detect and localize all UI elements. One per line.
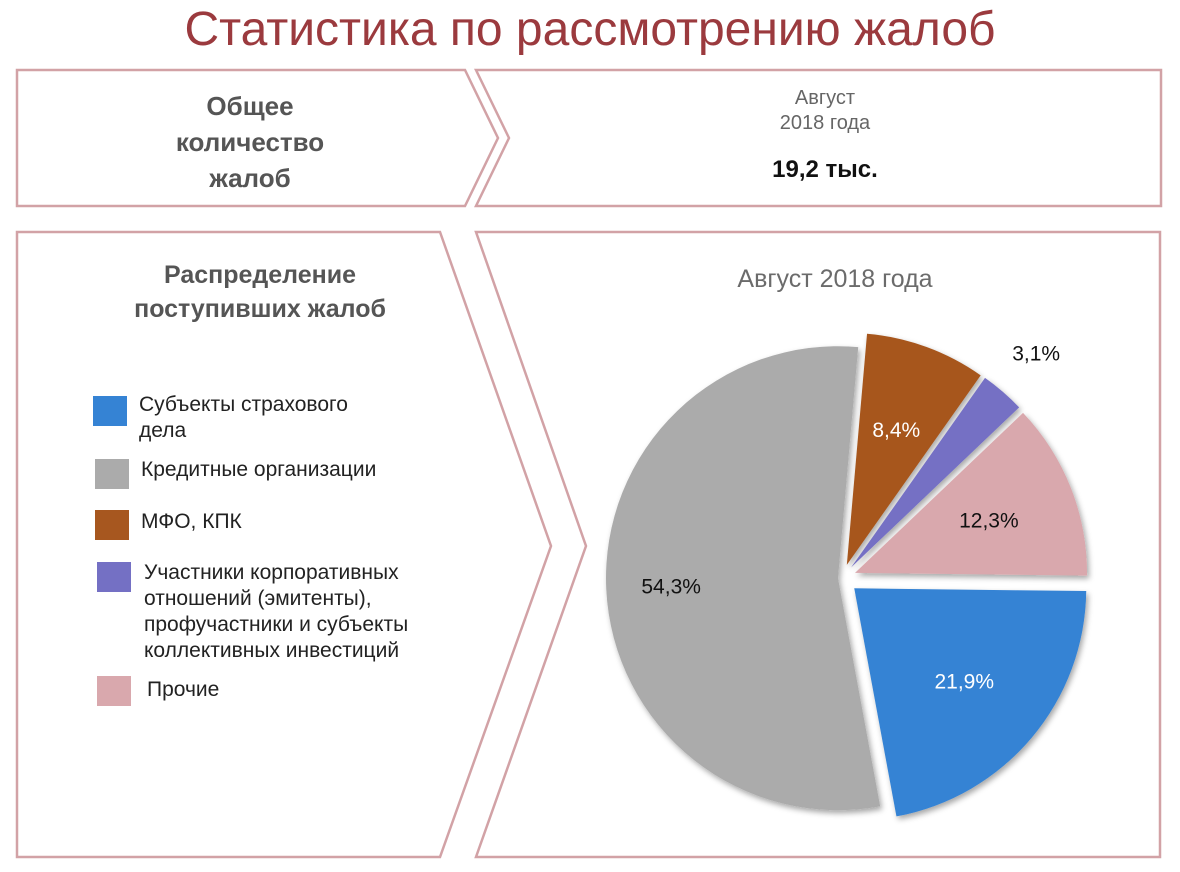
total-complaints-value: 19,2 тыс.: [772, 156, 878, 183]
period-label-line: Август: [794, 87, 856, 109]
pie-label-insurance: 21,9%: [934, 670, 994, 693]
pie-labels: 8,4% 3,1% 12,3% 21,9% 54,3%: [641, 343, 1060, 694]
chart-title: Август 2018 года: [737, 265, 933, 293]
legend-label-line: Прочие: [147, 678, 220, 701]
pie-label-other: 12,3%: [959, 510, 1019, 533]
period-label: Август 2018 года: [690, 86, 960, 136]
legend-label-line: дела: [139, 419, 187, 442]
distribution-title-line: поступивших жалоб: [134, 295, 386, 323]
legend-swatch-other: [97, 676, 131, 706]
total-complaints-label-line: жалоб: [209, 163, 291, 193]
pie-slice-corporate: [851, 377, 1020, 568]
pie-slice-other: [855, 412, 1088, 576]
pie-slice-mfo: [846, 333, 981, 565]
legend-swatch-insurance: [93, 396, 127, 426]
distribution-arrow-frame: [15, 230, 553, 859]
pie-slice-credit: [606, 346, 881, 811]
page-title: Статистика по рассмотрению жалоб: [184, 3, 996, 56]
legend-label-corporate: Участники корпоративных отношений (эмите…: [144, 560, 408, 664]
legend-swatch-corporate: [97, 562, 131, 592]
legend-label-line: МФО, КПК: [141, 510, 242, 533]
legend-label-line: коллективных инвестиций: [144, 639, 400, 662]
pie-slice-insurance: [854, 588, 1087, 817]
total-complaints-label-line: Общее: [206, 91, 294, 121]
legend-label-other: Прочие: [147, 677, 219, 703]
legend-label-insurance: Субъекты страхового дела: [139, 392, 348, 444]
total-complaints-label-line: количество: [175, 127, 325, 157]
legend-label-line: Субъекты страхового: [139, 393, 348, 416]
distribution-title: Распределение поступивших жалоб: [80, 258, 440, 326]
total-complaints-label: Общее количество жалоб: [130, 88, 370, 196]
pie-label-mfo: 8,4%: [872, 419, 920, 442]
legend-swatch-mfo: [95, 510, 129, 540]
legend-label-credit: Кредитные организации: [141, 457, 376, 483]
legend-label-line: Кредитные организации: [141, 458, 377, 481]
header-left-arrow-frame: [15, 68, 500, 208]
legend-label-line: отношений (эмитенты),: [144, 587, 372, 610]
pie-label-corporate: 3,1%: [1012, 343, 1060, 366]
legend-label-line: Участники корпоративных: [144, 561, 399, 584]
pie-label-credit: 54,3%: [641, 576, 701, 599]
legend-label-line: профучастники и субъекты: [144, 613, 409, 636]
distribution-title-line: Распределение: [163, 261, 357, 289]
header-right-frame: [474, 68, 1163, 208]
pie-slices: [606, 333, 1088, 817]
legend-swatch-credit: [95, 459, 129, 489]
period-label-line: 2018 года: [779, 112, 871, 134]
legend-label-mfo: МФО, КПК: [141, 509, 242, 535]
